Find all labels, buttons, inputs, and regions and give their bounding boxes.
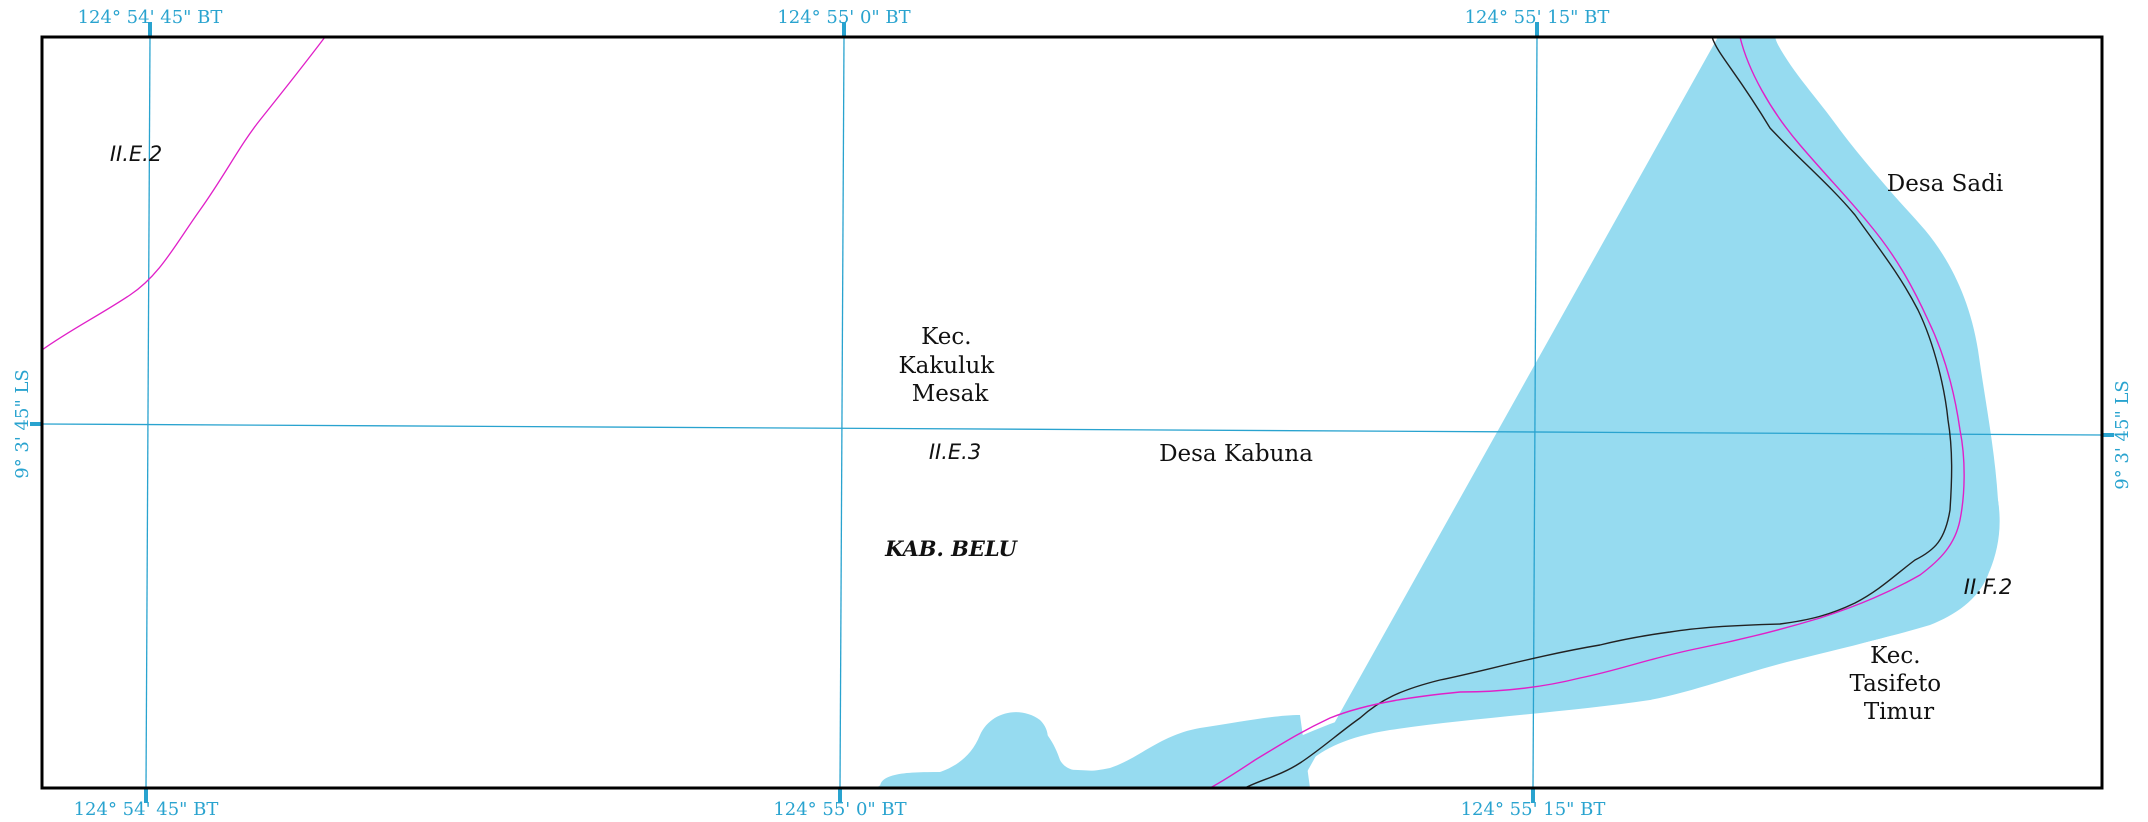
lon-label-top-a: 124° 54' 45" BT [78, 7, 223, 28]
code-ii-f-2: II.F.2 [1964, 575, 2012, 599]
admin-boundary-west [41, 36, 326, 351]
graticule [41, 36, 2103, 789]
lon-label-bottom-a: 124° 54' 45" BT [74, 799, 219, 820]
lon-label-bottom-b: 124° 55' 0" BT [773, 799, 906, 820]
label-desa-sadi: Desa Sadi [1887, 171, 2003, 197]
code-ii-e-3: II.E.3 [929, 440, 981, 464]
graticule-ticks [30, 22, 2114, 803]
lon-label-top-b: 124° 55' 0" BT [777, 7, 910, 28]
meridian-b [839, 36, 845, 789]
admin-boundary-river [1209, 36, 1965, 789]
map-frame [40, 35, 2104, 790]
lon-label-bottom-c: 124° 55' 15" BT [1461, 799, 1606, 820]
river-bank-west [876, 715, 1310, 788]
label-kec-tasifeto-timur: Kec. Tasifeto Timur [1850, 643, 1949, 725]
label-desa-kabuna: Desa Kabuna [1159, 441, 1313, 467]
lat-label-right: 9° 3' 45" LS [2112, 380, 2133, 490]
meridian-a [145, 36, 151, 789]
river-area [880, 37, 2000, 788]
lat-label-left: 9° 3' 45" LS [12, 369, 33, 479]
lon-label-top-c: 124° 55' 15" BT [1465, 7, 1610, 28]
label-kec-kakuluk-mesak: Kec. Kakuluk Mesak [898, 324, 1001, 407]
river-centerline [1244, 36, 1953, 789]
label-kab-belu: KAB. BELU [884, 536, 1018, 561]
parallel [41, 423, 2103, 436]
code-ii-e-2: II.E.2 [110, 142, 162, 166]
meridian-c [1532, 36, 1538, 789]
